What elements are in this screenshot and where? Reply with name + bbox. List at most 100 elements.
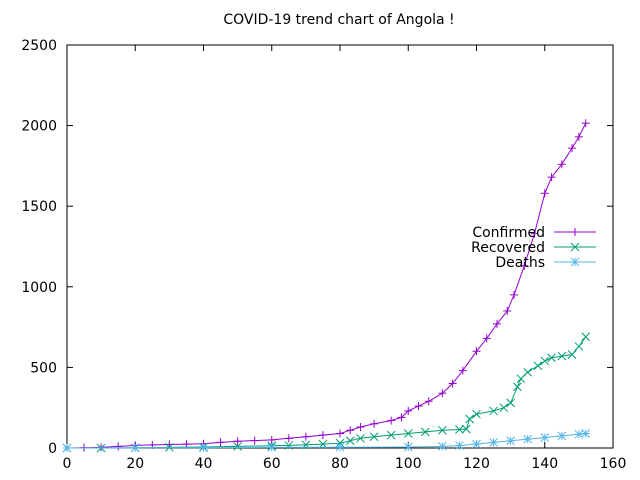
x-tick-label: 100 [395, 456, 422, 472]
data-point [570, 242, 580, 252]
data-point [130, 443, 140, 453]
data-point [284, 441, 294, 450]
data-point [510, 290, 519, 299]
data-point [267, 443, 277, 452]
data-point [581, 332, 591, 342]
data-point [557, 351, 567, 361]
data-point [370, 419, 379, 428]
data-point [397, 413, 406, 422]
x-tick-label: 120 [463, 456, 490, 472]
series-line [66, 122, 587, 449]
data-point [568, 144, 577, 153]
data-point [62, 443, 72, 453]
data-point [233, 442, 242, 451]
data-point [335, 438, 345, 448]
data-point [557, 160, 566, 169]
data-point [571, 228, 579, 236]
data-point [472, 439, 481, 449]
y-tick-label: 2000 [21, 119, 57, 135]
data-point [489, 406, 498, 416]
data-point [356, 423, 365, 432]
data-point [523, 367, 533, 377]
data-point [540, 356, 550, 366]
data-point [489, 438, 498, 447]
data-point [574, 342, 584, 351]
data-point [114, 442, 123, 451]
data-point [233, 437, 242, 446]
data-point [472, 347, 481, 356]
data-point [345, 436, 355, 446]
data-point [403, 429, 413, 438]
legend-label: Confirmed [472, 225, 545, 241]
data-point [356, 433, 365, 443]
data-point [369, 432, 379, 442]
data-point [424, 397, 433, 406]
data-point [461, 424, 471, 434]
legend-label: Deaths [495, 255, 545, 271]
data-point [414, 402, 423, 411]
x-tick-label: 60 [263, 456, 281, 472]
data-point [386, 430, 396, 440]
data-point [458, 366, 467, 375]
data-point [199, 443, 208, 453]
x-tick-label: 140 [531, 456, 558, 472]
data-point [570, 257, 580, 267]
axes: 0 20 40 60 80 100 120 140 160 0 500 1000 1500 2000 250… [21, 38, 626, 472]
data-point [533, 361, 543, 371]
x-tick-label: 40 [195, 456, 213, 472]
data-point [506, 398, 515, 408]
data-point [513, 382, 522, 392]
data-point [523, 434, 533, 444]
data-point [567, 350, 577, 359]
data-point [448, 379, 457, 388]
data-point [420, 427, 430, 437]
data-point [403, 442, 413, 452]
series-layer [62, 119, 591, 453]
x-tick-label: 0 [63, 456, 72, 472]
data-point [438, 389, 447, 398]
series-deaths [62, 429, 591, 453]
data-point [581, 119, 590, 128]
data-point [301, 432, 310, 441]
data-point [574, 132, 583, 141]
data-point [547, 173, 556, 182]
series-line [67, 336, 587, 449]
data-point [465, 414, 475, 424]
data-point [482, 334, 491, 343]
data-point [472, 409, 481, 419]
data-point [438, 442, 447, 451]
y-tick-label: 1500 [21, 199, 57, 215]
y-tick-label: 500 [30, 360, 57, 376]
data-point [557, 431, 567, 441]
x-tick-label: 160 [600, 456, 627, 472]
data-point [336, 429, 344, 438]
y-tick-label: 0 [48, 441, 57, 457]
data-point [506, 436, 515, 446]
data-point [318, 431, 327, 440]
data-point [346, 426, 355, 435]
data-point [492, 319, 501, 328]
data-point [438, 425, 447, 435]
data-point [499, 403, 509, 413]
data-point [540, 433, 550, 442]
data-point [387, 416, 396, 425]
data-point [404, 406, 413, 415]
data-point [335, 442, 345, 452]
x-tick-label: 20 [126, 456, 144, 472]
data-point [581, 429, 591, 438]
data-point [455, 425, 464, 434]
data-point [284, 434, 293, 443]
x-tick-label: 80 [331, 456, 349, 472]
series-recovered [62, 332, 591, 453]
y-tick-label: 2500 [21, 38, 57, 54]
data-point [530, 229, 539, 238]
data-point [520, 261, 529, 270]
data-point [250, 436, 259, 445]
data-point [267, 435, 276, 444]
legend-label: Recovered [471, 240, 545, 256]
data-point [216, 438, 225, 447]
y-tick-label: 1000 [21, 280, 57, 296]
data-point [455, 441, 464, 450]
